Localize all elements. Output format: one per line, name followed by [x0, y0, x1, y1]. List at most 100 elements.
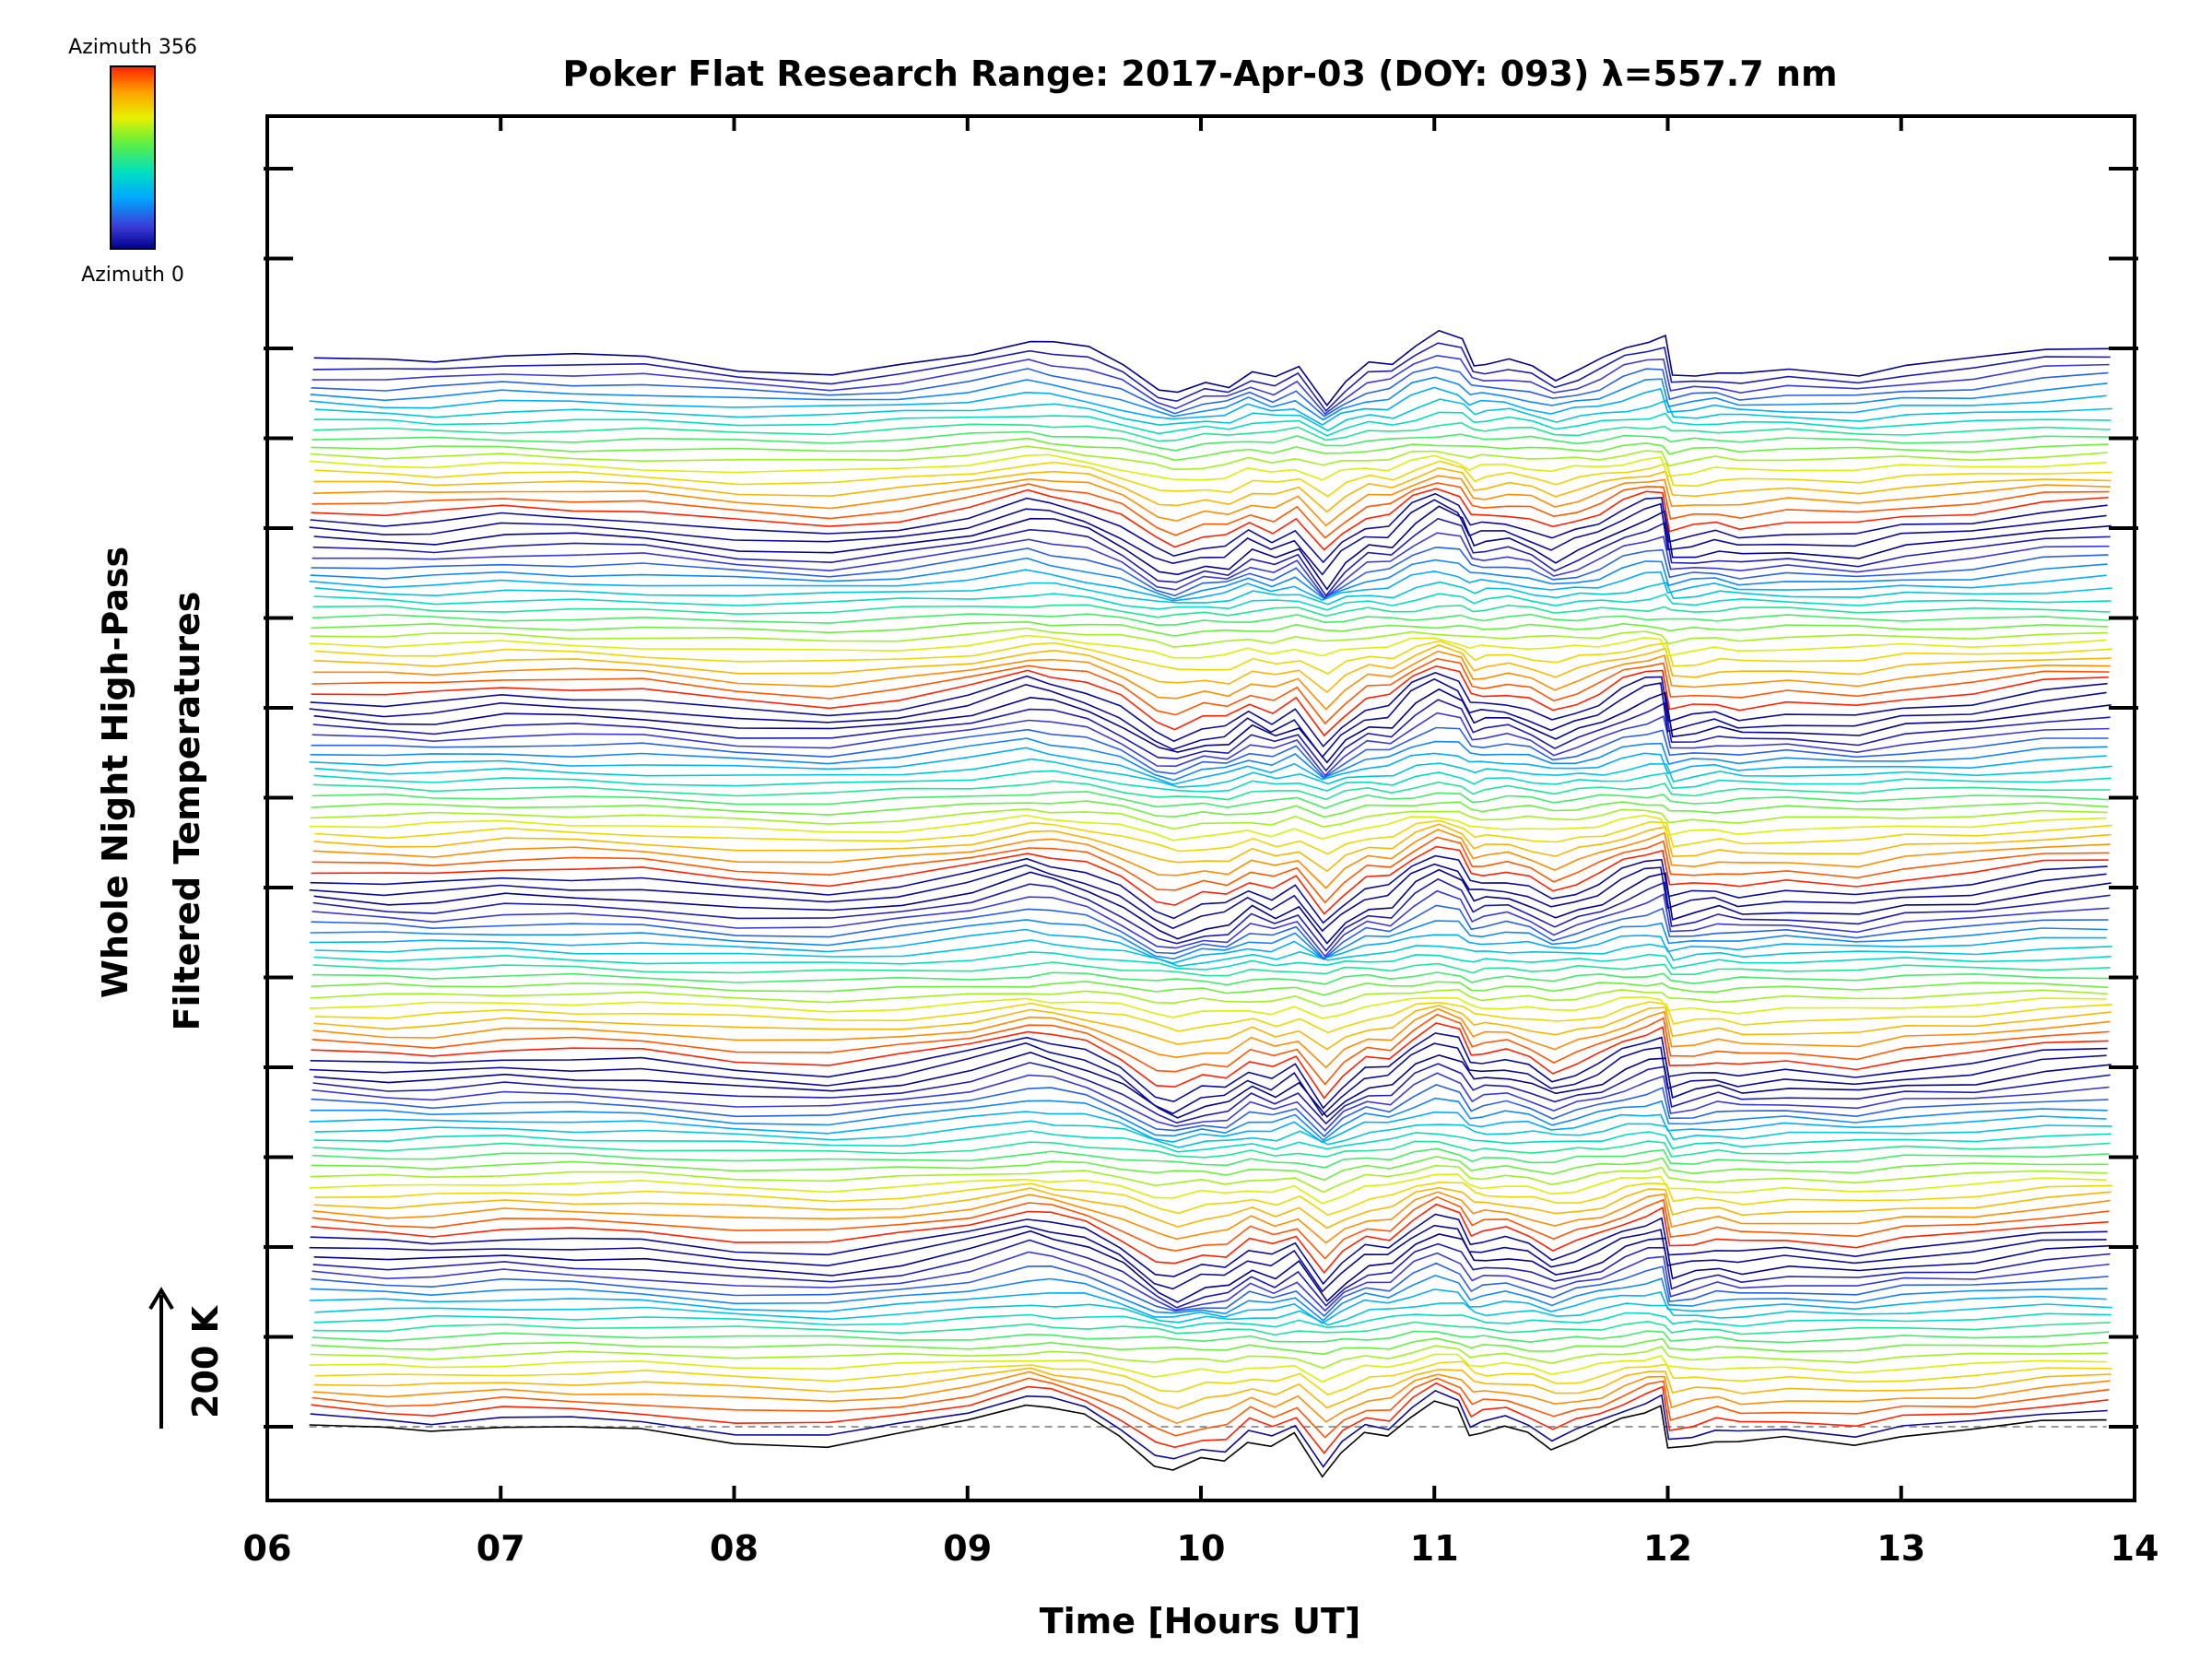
series-line [313, 329, 2112, 407]
x-tick-label: 13 [1877, 1528, 1925, 1569]
series-line [309, 747, 2107, 785]
series-line [313, 644, 2112, 694]
x-tick-label: 06 [243, 1528, 292, 1569]
series-line [312, 961, 2111, 977]
series-line [310, 1097, 2108, 1142]
series-line [313, 823, 2112, 873]
series-line [313, 951, 2112, 971]
colorbar-top-label: Azimuth 356 [68, 36, 197, 59]
series-line [312, 1371, 2111, 1425]
series-line [313, 770, 2112, 793]
series-line [312, 1251, 2110, 1312]
series-line [309, 1173, 2107, 1205]
series-line [311, 665, 2109, 737]
series-line [311, 1156, 2109, 1182]
series-line [312, 532, 2110, 600]
series-line [313, 1230, 2112, 1303]
series-line [311, 1022, 2109, 1100]
x-tick-label: 09 [943, 1528, 992, 1569]
series-line [313, 1130, 2112, 1153]
series-line [312, 829, 2111, 889]
colorbar-bottom-label: Azimuth 0 [81, 264, 184, 287]
series-line [309, 1224, 2107, 1293]
series-line [309, 1288, 2107, 1324]
series-line [312, 1377, 2110, 1439]
series-line [313, 593, 2112, 611]
series-line [311, 1203, 2109, 1275]
x-tick-label: 07 [477, 1528, 525, 1569]
series-line [312, 780, 2111, 801]
scale-bar: 200 K [148, 1287, 226, 1429]
x-axis-label: Time [Hours UT] [1040, 1601, 1361, 1641]
series-line [314, 758, 2112, 788]
series-line [314, 460, 2112, 498]
series-line [312, 517, 2111, 597]
series-line [311, 800, 2109, 818]
series-line [312, 1062, 2111, 1125]
series-line [311, 366, 2109, 418]
series-line [311, 904, 2109, 960]
series-line [310, 672, 2108, 748]
colorbar [110, 65, 156, 250]
series-line [314, 939, 2112, 968]
series-line [313, 411, 2112, 437]
series-line [313, 688, 2112, 764]
series-line [310, 988, 2108, 1007]
series-line [311, 437, 2109, 462]
series-line [312, 791, 2110, 809]
series-line [312, 657, 2110, 725]
series-line [312, 613, 2110, 627]
series-line [313, 868, 2112, 945]
series-line [313, 1367, 2112, 1409]
series-line [313, 1312, 2112, 1329]
series-line [309, 386, 2107, 426]
series-line [312, 1072, 2110, 1132]
y-axis-label: Whole Night High-Pass Filtered Temperatu… [95, 547, 207, 1030]
series-line [310, 737, 2108, 782]
series-line [310, 1032, 2108, 1110]
series-line [309, 634, 2107, 659]
x-tick-label: 10 [1177, 1528, 1226, 1569]
series-line [310, 1389, 2108, 1468]
x-tick-label: 11 [1410, 1528, 1459, 1569]
series-line [314, 1360, 2112, 1396]
series-line [312, 342, 2111, 413]
series-line [309, 499, 2107, 576]
series-line [309, 995, 2107, 1019]
series-line [309, 569, 2107, 602]
series-line [312, 604, 2111, 618]
series-line [310, 919, 2108, 960]
series-line [312, 1195, 2110, 1260]
series-line [310, 376, 2108, 421]
series-line [311, 488, 2109, 551]
series-line [311, 845, 2109, 915]
series-line [310, 1345, 2108, 1370]
series-line [310, 557, 2108, 600]
series-line [309, 1400, 2107, 1478]
series-line [309, 814, 2107, 841]
y-axis-label-line1: Whole Night High-Pass [95, 547, 135, 998]
series-line [312, 971, 2110, 986]
series-line [312, 699, 2111, 772]
series-line [311, 1382, 2109, 1454]
series-line [312, 1007, 2111, 1069]
series-line [313, 466, 2112, 513]
series-line [310, 445, 2108, 471]
series-line [312, 877, 2111, 952]
series-line [310, 1164, 2108, 1194]
series-line [312, 889, 2110, 958]
series-line [309, 1111, 2107, 1144]
series-line [312, 1013, 2110, 1086]
series-line [313, 505, 2112, 591]
series-line [312, 1191, 2111, 1244]
chart-title: Poker Flat Research Range: 2017-Apr-03 (… [562, 53, 1837, 94]
series-line [311, 546, 2109, 599]
series-line [314, 581, 2112, 606]
series-line [311, 1337, 2109, 1356]
series-line [311, 1262, 2109, 1318]
series-line [313, 1186, 2112, 1230]
series-line [314, 1001, 2112, 1034]
series-line [312, 836, 2110, 904]
series-line [311, 726, 2109, 779]
plot-frame [265, 114, 2136, 1502]
